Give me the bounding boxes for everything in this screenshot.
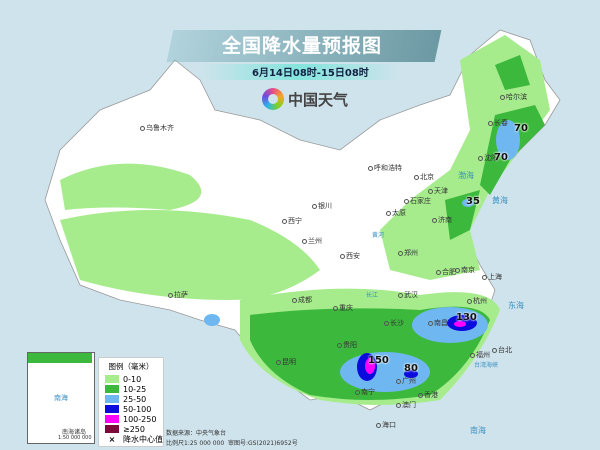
- logo: 中国天气: [262, 88, 348, 110]
- rain-center-value: 130: [456, 312, 477, 323]
- legend-swatch: [105, 375, 119, 383]
- legend-item: 100-250: [105, 414, 163, 424]
- city-label: 昆明: [276, 357, 296, 367]
- city-label: 银川: [312, 201, 332, 211]
- city-label: 武汉: [398, 290, 418, 300]
- map-subtitle: 6月14日08时-15日08时: [252, 68, 369, 79]
- map-title: 全国降水量预报图: [222, 35, 383, 57]
- sea-label: 台湾海峡: [474, 362, 499, 369]
- legend-item: × 降水中心值: [105, 434, 163, 444]
- city-label: 拉萨: [168, 290, 188, 300]
- inset-label: 南海诸岛: [62, 429, 87, 436]
- data-source: 数据来源：中央气象台: [166, 430, 227, 437]
- city-label: 澳门: [396, 400, 416, 410]
- legend-item: 25-50: [105, 394, 163, 404]
- legend-label: ≥250: [123, 424, 145, 434]
- legend-title: 图例（毫米）: [108, 362, 154, 371]
- legend-label: 25-50: [123, 394, 147, 404]
- rain-center-value: 70: [494, 152, 508, 163]
- legend-swatch: [105, 425, 119, 433]
- city-label: 成都: [292, 295, 312, 305]
- city-label: 杭州: [467, 296, 487, 306]
- legend-item: ≥250: [105, 424, 163, 434]
- rain-0-10-northwest: [60, 163, 202, 210]
- city-label: 合肥: [436, 267, 456, 277]
- rain-10-25-heilongjiang: [495, 55, 530, 90]
- legend-label: 50-100: [123, 404, 152, 414]
- legend: 图例（毫米） 0-10 10-25 25-50 50-100 100-250 ≥…: [98, 357, 164, 447]
- legend-item: 0-10: [105, 374, 163, 384]
- legend-swatch: [105, 405, 119, 413]
- city-label: 呼和浩特: [368, 163, 402, 173]
- city-label: 南宁: [355, 387, 375, 397]
- logo-text: 中国天气: [288, 90, 349, 109]
- legend-swatch: [105, 415, 119, 423]
- legend-item: 50-100: [105, 404, 163, 414]
- city-label: 贵阳: [337, 340, 357, 350]
- river-label: 长江: [366, 292, 379, 299]
- sea-label: 南海: [470, 426, 486, 435]
- city-label: 重庆: [333, 303, 353, 313]
- city-label: 北京: [414, 172, 434, 182]
- city-label: 上海: [482, 272, 502, 282]
- approval-number: 审图号:GS(2021)6952号: [228, 440, 298, 447]
- legend-label: 10-25: [123, 384, 147, 394]
- city-label: 天津: [428, 186, 448, 196]
- legend-item: 10-25: [105, 384, 163, 394]
- city-label: 海口: [376, 420, 396, 430]
- city-label: 乌鲁木齐: [140, 123, 174, 133]
- city-label: 郑州: [398, 248, 418, 258]
- rain-0-10-tibet: [60, 210, 320, 300]
- rain-center-value: 35: [466, 196, 480, 207]
- inset-scale: 1:50 000 000: [58, 435, 92, 441]
- city-label: 长春: [488, 118, 508, 128]
- inset-rain-area: [28, 353, 92, 363]
- city-label: 福州: [470, 350, 490, 360]
- rain-25-50-shandong: [462, 199, 474, 207]
- x-mark-icon: ×: [108, 434, 116, 444]
- city-label: 台北: [492, 345, 512, 355]
- rain-25-50-liaoning: [496, 120, 520, 160]
- sea-label: 黄海: [492, 196, 508, 205]
- inset-sea-label: 南海: [54, 394, 68, 402]
- logo-swirl-icon: [262, 88, 284, 110]
- city-label: 香港: [418, 390, 438, 400]
- city-label: 西宁: [282, 216, 302, 226]
- city-label: 西安: [340, 251, 360, 261]
- rain-100-250-jiangxi: [454, 321, 466, 327]
- city-label: 哈尔滨: [500, 92, 527, 102]
- river-label: 黄河: [372, 232, 385, 239]
- legend-swatch: [105, 385, 119, 393]
- legend-label: 100-250: [123, 414, 157, 424]
- sea-label: 渤海: [458, 171, 474, 180]
- city-label: 济南: [432, 215, 452, 225]
- city-label: 沈阳: [478, 153, 498, 163]
- city-label: 石家庄: [404, 196, 431, 206]
- legend-label: 0-10: [123, 374, 142, 384]
- legend-swatch: [105, 395, 119, 403]
- rain-25-50-tibet: [204, 314, 220, 326]
- south-china-sea-inset: 南海 南海诸岛 1:50 000 000: [27, 352, 95, 444]
- city-label: 广州: [396, 376, 416, 386]
- city-label: 兰州: [302, 236, 322, 246]
- city-label: 太原: [386, 208, 406, 218]
- legend-label: 降水中心值: [123, 434, 163, 444]
- city-label: 南京: [455, 265, 475, 275]
- city-label: 南昌: [428, 318, 448, 328]
- city-label: 长沙: [384, 318, 404, 328]
- rain-center-value: 70: [514, 123, 528, 134]
- rain-100-250-guangxi: [365, 358, 375, 374]
- rain-center-value: 150: [368, 355, 389, 366]
- subtitle-banner: [200, 64, 400, 80]
- rain-center-value: 80: [404, 363, 418, 374]
- map-scale: 比例尺1:25 000 000: [166, 440, 225, 447]
- sea-label: 东海: [508, 301, 524, 310]
